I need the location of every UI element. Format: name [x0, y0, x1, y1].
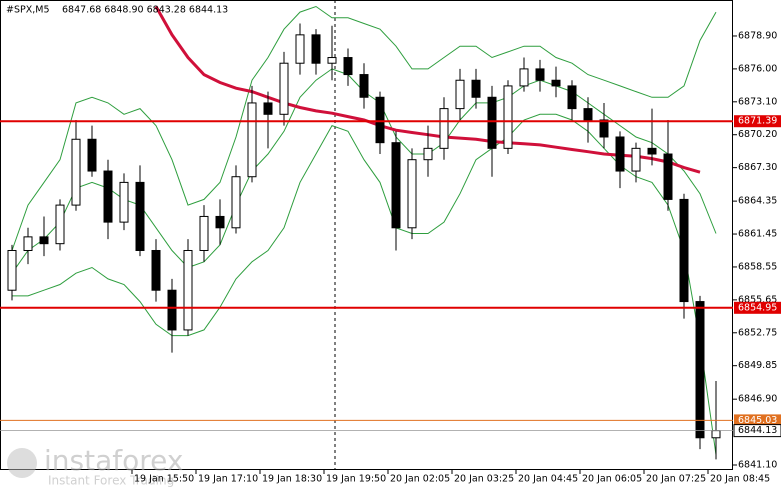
y-tick-label: 6849.85 — [738, 360, 777, 371]
indicator-line — [11, 5, 717, 251]
candle-body — [631, 147, 641, 172]
level-tag-label: 6871.39 — [738, 116, 777, 127]
y-tick-label: 6864.35 — [738, 196, 777, 207]
candle-body — [263, 102, 273, 115]
candle-body — [327, 57, 337, 64]
candle-body — [359, 74, 369, 98]
candle-body — [135, 181, 145, 251]
candle-body — [295, 34, 305, 64]
candle-body — [247, 102, 257, 178]
candle-body — [695, 301, 705, 439]
y-tick-label: 6846.90 — [738, 394, 777, 405]
watermark: instaforex Instant Forex Trading — [7, 444, 183, 488]
candle-body — [711, 430, 721, 439]
candle-body — [7, 249, 17, 291]
x-tick-label: 19 Jan 19:50 — [326, 474, 386, 485]
y-tick-label: 6867.30 — [738, 162, 777, 173]
y-tick-label: 6841.10 — [738, 460, 777, 471]
y-tick-label: 6876.00 — [738, 63, 777, 74]
x-tick-label: 20 Jan 08:45 — [710, 474, 770, 485]
x-tick-label: 19 Jan 15:50 — [134, 474, 194, 485]
candle-body — [71, 138, 81, 206]
candle-body — [375, 96, 385, 144]
level-tag — [734, 414, 781, 427]
y-tick-label: 6878.90 — [738, 30, 777, 41]
y-tick-label: 6855.65 — [738, 294, 777, 305]
candle-body — [87, 138, 97, 172]
x-tick-label: 20 Jan 02:05 — [390, 474, 450, 485]
ohlc-readout: 6847.68 6848.90 6843.28 6844.13 — [62, 5, 228, 16]
candle-body — [167, 289, 177, 331]
plot-frame — [0, 0, 733, 470]
last-price-tag — [733, 424, 781, 438]
candle-body — [599, 119, 609, 138]
level-tag — [734, 115, 781, 128]
candle-body — [487, 96, 497, 149]
candle-body — [279, 62, 289, 115]
y-tick-label: 6852.75 — [738, 327, 777, 338]
x-tick-label: 19 Jan 17:10 — [198, 474, 258, 485]
last-price-label: 6844.13 — [738, 425, 777, 436]
candle-body — [311, 34, 321, 64]
candle-body — [55, 204, 65, 245]
symbol: #SPX,M5 — [6, 5, 50, 16]
candle-body — [151, 249, 161, 291]
y-tick-label: 6870.20 — [738, 129, 777, 140]
candle-body — [215, 215, 225, 229]
candle-body — [535, 68, 545, 81]
candle-body — [679, 198, 689, 303]
candle-body — [663, 153, 673, 200]
candle-body — [119, 181, 129, 223]
candle-body — [455, 79, 465, 110]
candle-body — [407, 159, 417, 229]
candle-body — [39, 236, 49, 245]
logo-icon — [7, 448, 37, 478]
x-tick-label: 20 Jan 04:45 — [518, 474, 578, 485]
candle-body — [391, 142, 401, 229]
y-tick-label: 6858.55 — [738, 261, 777, 272]
candle-body — [519, 68, 529, 87]
y-tick-label: 6861.45 — [738, 229, 777, 240]
candle-body — [423, 147, 433, 161]
brand: instaforex — [44, 444, 183, 477]
candle-body — [471, 79, 481, 98]
candle-body — [615, 136, 625, 172]
tagline: Instant Forex Trading — [48, 474, 174, 488]
indicator-line — [12, 113, 717, 455]
x-tick-label: 19 Jan 18:30 — [262, 474, 322, 485]
candle-body — [439, 108, 449, 149]
candle-body — [23, 236, 33, 251]
level-tag-label: 6854.95 — [738, 302, 777, 313]
candle-body — [199, 215, 209, 251]
candle-body — [551, 79, 561, 87]
x-tick-label: 20 Jan 06:05 — [582, 474, 642, 485]
candle-body — [103, 170, 113, 223]
candle-body — [567, 85, 577, 110]
candle-body — [647, 147, 657, 155]
candle-body — [503, 85, 513, 149]
y-tick-label: 6873.10 — [738, 96, 777, 107]
level-tag-label: 6845.03 — [738, 415, 777, 426]
level-tag — [734, 301, 781, 314]
candle-body — [183, 249, 193, 331]
candle-body — [583, 108, 593, 121]
candle-body — [343, 57, 353, 76]
candle-body — [231, 176, 241, 229]
x-tick-label: 20 Jan 07:25 — [646, 474, 706, 485]
x-tick-label: 20 Jan 03:25 — [454, 474, 514, 485]
